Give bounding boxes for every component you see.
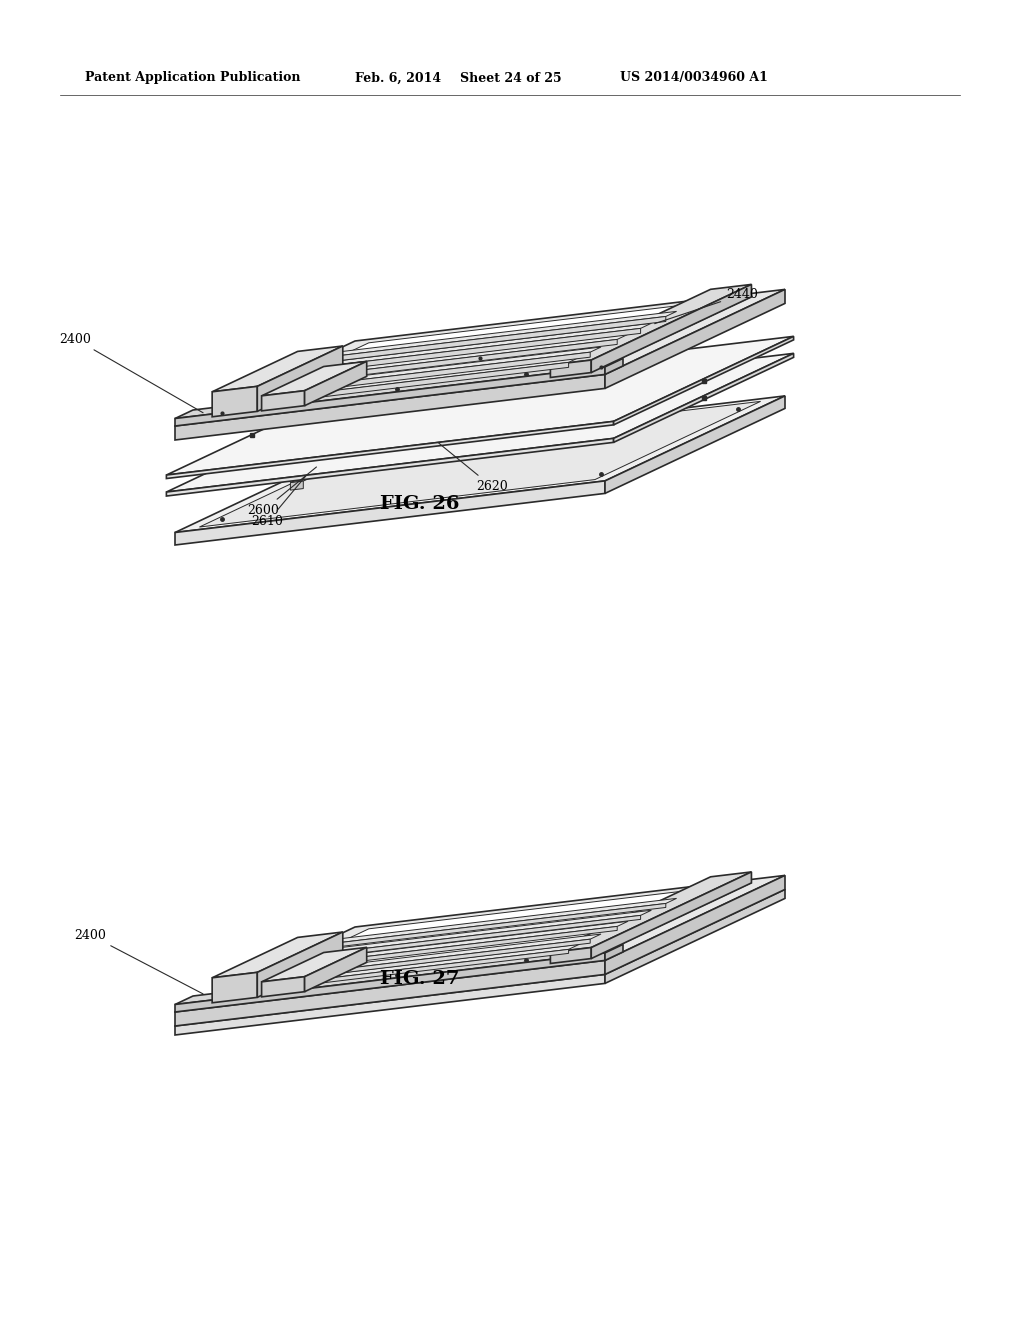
Polygon shape xyxy=(175,367,605,426)
Polygon shape xyxy=(212,387,257,417)
Polygon shape xyxy=(257,932,343,998)
Polygon shape xyxy=(166,421,613,479)
Polygon shape xyxy=(203,895,758,1020)
Polygon shape xyxy=(231,949,568,994)
Polygon shape xyxy=(253,939,590,983)
Polygon shape xyxy=(551,948,591,964)
Polygon shape xyxy=(605,890,785,983)
Polygon shape xyxy=(231,944,580,990)
Polygon shape xyxy=(253,935,601,979)
Polygon shape xyxy=(613,337,794,425)
Text: Feb. 6, 2014: Feb. 6, 2014 xyxy=(355,71,441,84)
Polygon shape xyxy=(175,359,623,418)
Text: 2620: 2620 xyxy=(438,444,508,492)
Polygon shape xyxy=(329,899,677,944)
Polygon shape xyxy=(175,890,785,1026)
Text: US 2014/0034960 A1: US 2014/0034960 A1 xyxy=(620,71,768,84)
Polygon shape xyxy=(303,329,641,374)
Text: Sheet 24 of 25: Sheet 24 of 25 xyxy=(460,71,561,84)
Polygon shape xyxy=(175,974,605,1035)
Polygon shape xyxy=(291,477,312,483)
Polygon shape xyxy=(551,873,752,953)
Polygon shape xyxy=(257,346,343,412)
Polygon shape xyxy=(605,359,623,375)
Text: 2400: 2400 xyxy=(59,333,203,413)
Polygon shape xyxy=(231,363,568,408)
Polygon shape xyxy=(175,289,785,426)
Polygon shape xyxy=(261,977,304,997)
Polygon shape xyxy=(551,360,591,378)
Polygon shape xyxy=(212,346,343,392)
Polygon shape xyxy=(261,391,304,411)
Polygon shape xyxy=(166,438,613,496)
Polygon shape xyxy=(329,903,666,948)
Polygon shape xyxy=(175,875,785,1012)
Polygon shape xyxy=(551,284,752,364)
Polygon shape xyxy=(304,362,367,405)
Text: 2600: 2600 xyxy=(248,467,316,516)
Polygon shape xyxy=(261,948,367,982)
Polygon shape xyxy=(166,354,794,492)
Polygon shape xyxy=(591,873,752,958)
Text: 2440: 2440 xyxy=(654,288,758,323)
Polygon shape xyxy=(231,358,580,403)
Polygon shape xyxy=(613,354,794,442)
Polygon shape xyxy=(329,317,666,362)
Polygon shape xyxy=(304,948,367,991)
Polygon shape xyxy=(253,347,601,392)
Text: 2400: 2400 xyxy=(75,929,203,994)
Polygon shape xyxy=(605,944,623,961)
Polygon shape xyxy=(303,911,651,956)
Polygon shape xyxy=(261,362,367,396)
Polygon shape xyxy=(303,915,641,960)
Polygon shape xyxy=(209,297,752,418)
Polygon shape xyxy=(175,480,605,545)
Polygon shape xyxy=(605,875,785,974)
Polygon shape xyxy=(175,953,605,1012)
Polygon shape xyxy=(212,973,257,1003)
Text: FIG. 26: FIG. 26 xyxy=(380,495,460,513)
Polygon shape xyxy=(212,932,343,978)
Polygon shape xyxy=(175,375,605,440)
Polygon shape xyxy=(209,883,752,1005)
Polygon shape xyxy=(591,284,752,372)
Polygon shape xyxy=(175,944,623,1005)
Polygon shape xyxy=(280,921,628,968)
Polygon shape xyxy=(175,396,785,532)
Polygon shape xyxy=(605,396,785,494)
Polygon shape xyxy=(280,927,617,972)
Text: FIG. 27: FIG. 27 xyxy=(380,970,460,989)
Polygon shape xyxy=(280,334,628,380)
Polygon shape xyxy=(200,401,761,527)
Polygon shape xyxy=(280,339,617,385)
Polygon shape xyxy=(291,480,303,490)
Polygon shape xyxy=(166,337,794,475)
Polygon shape xyxy=(175,961,605,1026)
Polygon shape xyxy=(329,312,677,356)
Text: 2610: 2610 xyxy=(252,477,306,528)
Text: Patent Application Publication: Patent Application Publication xyxy=(85,71,300,84)
Polygon shape xyxy=(303,323,651,368)
Polygon shape xyxy=(253,352,590,397)
Polygon shape xyxy=(605,289,785,388)
